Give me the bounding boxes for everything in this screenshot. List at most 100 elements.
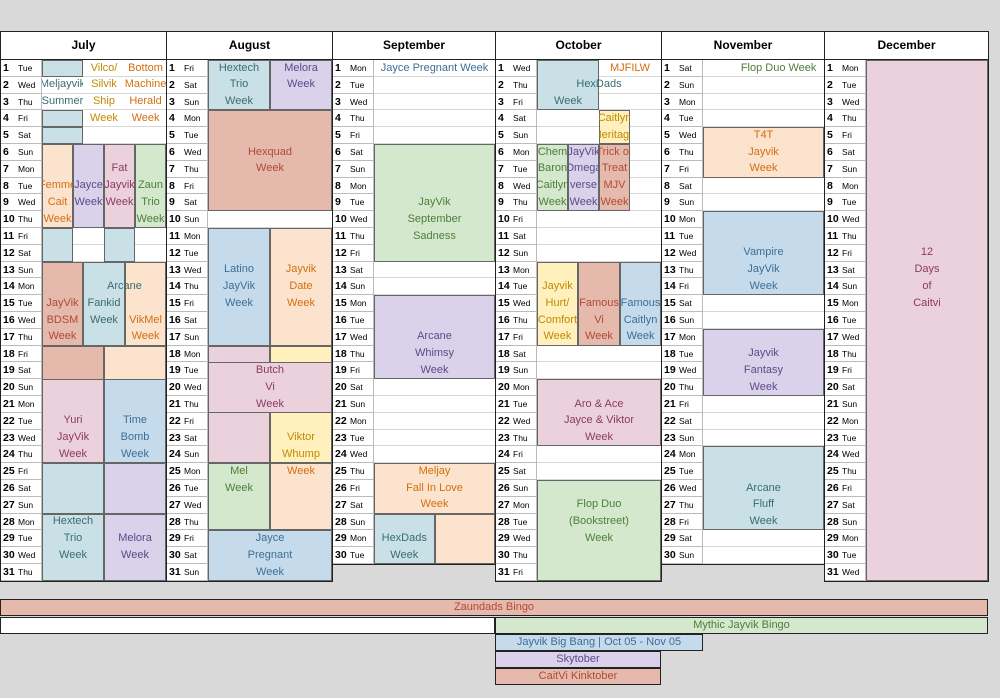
event-label[interactable]: Week <box>626 330 655 343</box>
event-label[interactable]: Jayce <box>74 179 103 192</box>
event-block[interactable] <box>208 110 332 212</box>
event-label[interactable]: Hexquad <box>247 145 293 158</box>
event-label[interactable]: Chem <box>537 145 568 158</box>
event-block[interactable] <box>104 513 166 581</box>
event-label[interactable]: Fluff <box>752 498 775 511</box>
event-label[interactable]: Week <box>256 397 284 410</box>
event-label[interactable]: of <box>922 280 932 293</box>
event-label[interactable]: Week <box>59 448 87 461</box>
event-block[interactable] <box>73 144 104 228</box>
event-label[interactable]: Aro & Ace <box>574 397 624 410</box>
event-label[interactable]: Machine <box>125 78 166 91</box>
event-label[interactable]: JayVik <box>56 431 90 444</box>
challenge-bar[interactable]: Jayvik Big Bang | Oct 05 - Nov 05 <box>495 634 703 651</box>
event-block[interactable] <box>537 379 661 447</box>
event-block[interactable] <box>537 144 568 212</box>
event-label[interactable]: HexDads <box>381 532 427 545</box>
event-block[interactable] <box>42 261 83 346</box>
event-label[interactable]: Femme <box>42 179 73 192</box>
event-label[interactable]: Week <box>749 515 778 528</box>
event-label[interactable]: Caitlyn <box>623 313 658 326</box>
event-block[interactable] <box>42 379 104 464</box>
event-label[interactable]: Bottom <box>128 61 163 74</box>
event-block[interactable] <box>703 446 824 531</box>
event-label[interactable]: Fankid <box>87 296 121 309</box>
event-block[interactable] <box>537 60 599 111</box>
event-label[interactable]: Trick or <box>599 145 630 158</box>
event-block[interactable] <box>82 261 126 346</box>
event-label[interactable]: Week <box>131 330 160 343</box>
event-label[interactable]: Time <box>122 414 148 427</box>
event-label[interactable]: Jayce & Viktor <box>563 414 635 427</box>
event-label[interactable]: Fall In Love <box>406 481 463 494</box>
event-label[interactable]: Arcane <box>107 280 142 293</box>
event-label[interactable]: Bomb <box>120 431 150 444</box>
event-label[interactable]: (Bookstreet) <box>569 515 629 528</box>
event-label[interactable]: Flop Duo <box>576 498 622 511</box>
event-label[interactable]: 12 <box>920 246 934 259</box>
event-label[interactable]: Week <box>420 364 449 377</box>
event-label[interactable]: Week <box>749 380 778 393</box>
challenge-bar[interactable]: Mythic Jayvik Bingo <box>495 617 988 634</box>
event-label[interactable]: Week <box>131 112 160 125</box>
challenge-bar[interactable] <box>0 617 495 634</box>
event-block[interactable] <box>703 127 824 178</box>
event-label[interactable]: Week <box>554 95 582 108</box>
event-block[interactable] <box>703 211 824 296</box>
event-label[interactable]: Week <box>569 196 598 209</box>
event-label[interactable]: Baron <box>537 162 568 175</box>
event-label[interactable]: Week <box>121 448 149 461</box>
event-label[interactable]: Week <box>121 548 149 561</box>
event-block[interactable] <box>599 110 630 144</box>
event-label[interactable]: Week <box>749 162 778 175</box>
event-label[interactable]: Week <box>105 196 134 209</box>
event-label[interactable]: Week <box>538 196 567 209</box>
event-label[interactable]: Viktor <box>287 431 315 444</box>
event-label[interactable]: Week <box>287 296 315 309</box>
event-block[interactable] <box>270 60 332 111</box>
event-block[interactable] <box>42 127 83 144</box>
event-label[interactable]: Week <box>256 565 284 578</box>
event-block[interactable] <box>599 144 630 212</box>
challenge-bar[interactable]: CaitVi Kinktober <box>495 668 661 685</box>
event-block[interactable] <box>104 379 166 464</box>
event-label[interactable]: Butch <box>255 364 285 377</box>
event-label[interactable]: BDSM <box>46 313 79 326</box>
event-block[interactable] <box>125 261 166 346</box>
challenge-bar[interactable]: Skytober <box>495 651 661 668</box>
event-label[interactable]: Caitvi <box>913 296 941 309</box>
event-label[interactable]: Week <box>585 532 613 545</box>
event-label[interactable]: Week <box>256 162 284 175</box>
event-label[interactable]: Summer <box>42 95 83 108</box>
event-block[interactable] <box>568 144 599 212</box>
event-block[interactable] <box>537 480 661 581</box>
event-label[interactable]: Week <box>225 95 253 108</box>
event-block[interactable] <box>434 513 495 564</box>
event-label[interactable]: MJV <box>603 179 626 192</box>
event-label[interactable]: Jayvik <box>748 145 779 158</box>
event-label[interactable]: Caitlyn <box>599 112 630 125</box>
event-label[interactable]: Cait <box>47 196 68 209</box>
event-label[interactable]: Yuri <box>63 414 83 427</box>
event-label[interactable]: Vi <box>594 313 604 326</box>
event-label[interactable]: Heritage <box>599 128 630 141</box>
event-label[interactable]: Fat <box>111 162 128 175</box>
event-label[interactable]: HexDads <box>576 78 622 91</box>
event-label[interactable]: Jayvik <box>104 179 135 192</box>
event-label[interactable]: Hurt/ <box>545 296 570 309</box>
event-label[interactable]: Week <box>600 196 629 209</box>
event-label[interactable]: Fantasy <box>743 364 784 377</box>
event-label[interactable]: Famous <box>579 296 619 309</box>
event-label[interactable]: Week <box>225 296 253 309</box>
event-block[interactable] <box>577 261 621 346</box>
event-block[interactable] <box>208 228 270 346</box>
event-block[interactable] <box>703 328 824 396</box>
event-block[interactable] <box>374 295 495 380</box>
event-label[interactable]: Omega <box>568 162 599 175</box>
event-label[interactable]: Vi <box>265 380 275 393</box>
event-block[interactable] <box>42 228 73 262</box>
event-label[interactable]: Famous <box>620 296 661 309</box>
event-label[interactable]: Jayce Pregnant Week <box>380 61 489 74</box>
event-label[interactable]: Trio <box>229 78 249 91</box>
event-label[interactable]: JayVik <box>46 296 79 309</box>
